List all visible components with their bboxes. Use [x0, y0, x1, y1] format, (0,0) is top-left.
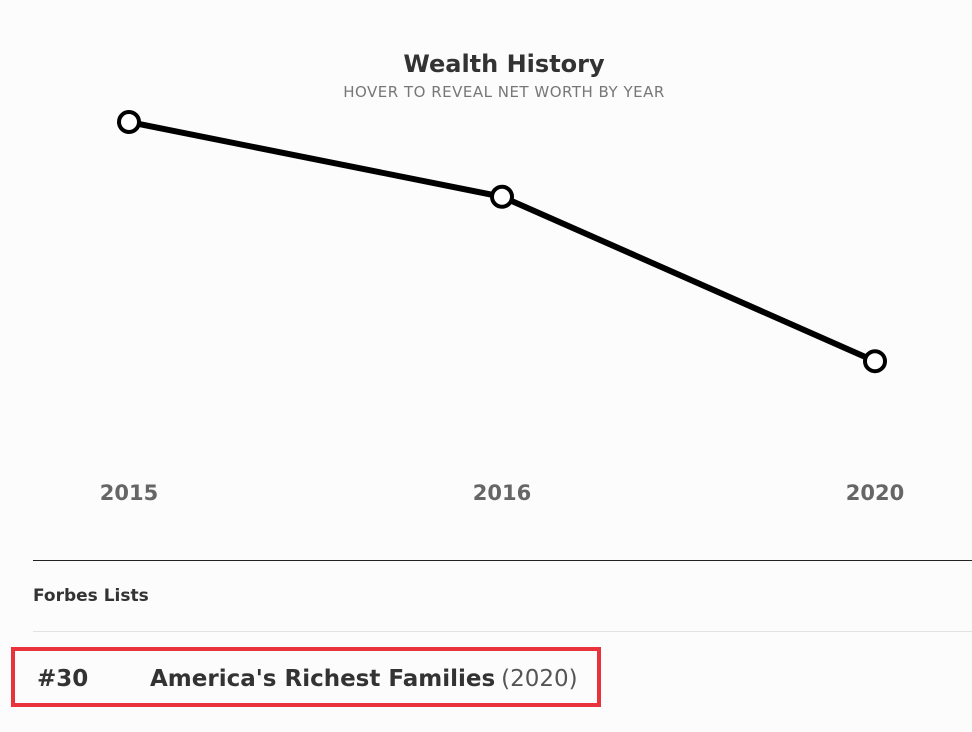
list-divider: [33, 631, 972, 632]
x-tick-label: 2016: [473, 481, 531, 505]
list-name[interactable]: America's Richest Families: [150, 666, 496, 692]
x-tick-label: 2020: [846, 481, 904, 505]
section-divider: [33, 560, 972, 561]
data-point-2020[interactable]: [863, 349, 887, 374]
x-tick-label: 2015: [100, 481, 158, 505]
list-rank: #30: [37, 666, 89, 692]
data-point-2015[interactable]: [117, 110, 141, 134]
forbes-lists-heading: Forbes Lists: [33, 586, 149, 606]
chart-header: Wealth History HOVER TO REVEAL NET WORTH…: [0, 48, 972, 102]
chart-subtitle: HOVER TO REVEAL NET WORTH BY YEAR: [343, 83, 665, 101]
series-line: [128, 119, 877, 364]
forbes-list-item[interactable]: #30 America's Richest Families (2020): [11, 647, 601, 707]
list-year: (2020): [501, 666, 578, 692]
wealth-history-chart[interactable]: 2015 2016 2020: [0, 0, 972, 540]
list-name-group[interactable]: America's Richest Families (2020): [150, 665, 578, 693]
chart-title: Wealth History: [403, 50, 605, 78]
data-point-2016[interactable]: [490, 184, 514, 209]
